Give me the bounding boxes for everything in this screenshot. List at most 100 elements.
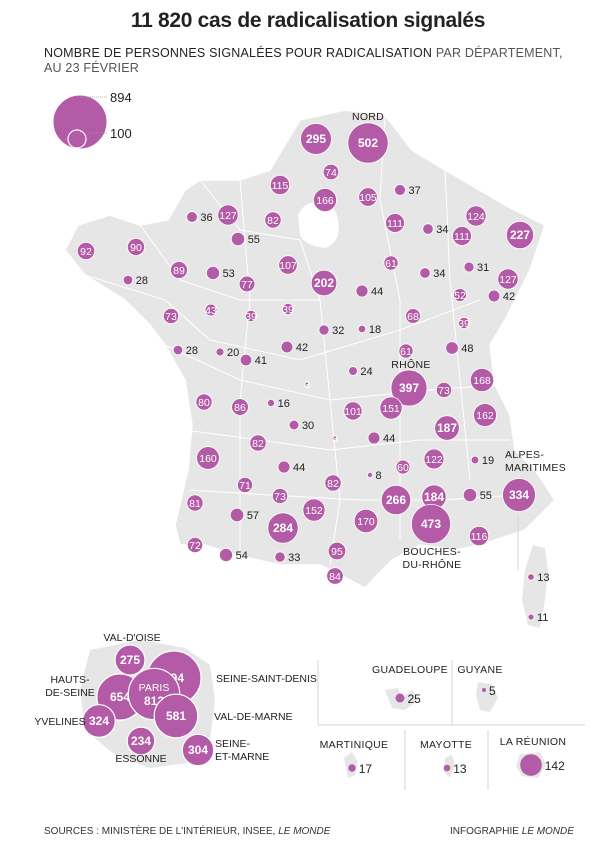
department-name-label: NORD (352, 111, 384, 123)
department-bubble (288, 419, 300, 431)
department-bubble (366, 471, 373, 478)
department-bubble (324, 474, 342, 492)
department-bubble (162, 307, 180, 325)
department-value: 168 (473, 375, 491, 387)
department-bubble (327, 541, 347, 561)
legend-min-label: 100 (110, 126, 132, 141)
overseas-bubble (520, 754, 542, 776)
department-value: 124 (467, 211, 485, 223)
department-value: 8 (376, 470, 382, 482)
credit-text: Infographie (450, 826, 519, 837)
department-bubble (332, 435, 338, 441)
department-value: 13 (537, 572, 549, 584)
department-bubble (497, 268, 519, 290)
department-bubble (280, 340, 294, 354)
department-value: 127 (219, 210, 237, 222)
department-value: 82 (252, 438, 264, 450)
department-bubble (231, 398, 249, 416)
department-value: 44 (383, 433, 395, 445)
guyane-shape (476, 682, 498, 712)
department-bubble (204, 303, 218, 317)
department-value: 111 (454, 231, 470, 243)
department-value: 34 (433, 268, 445, 280)
idf-name-label: YVELINES (34, 716, 85, 728)
overseas-value: 25 (408, 692, 422, 706)
overseas-name-label: GUADELOUPE (372, 664, 448, 676)
department-bubble (195, 393, 213, 411)
department-value: 3 (304, 379, 310, 391)
credit-italic: Le Monde (521, 826, 574, 837)
department-value: 24 (360, 366, 372, 378)
idf-name-label: ET-MARNE (215, 751, 269, 763)
overseas-value: 13 (453, 762, 467, 776)
department-bubble (172, 344, 184, 356)
overseas-bubbles: GUADELOUPE 25 GUYANE 5 MARTINIQUE 17 MAYOTTE 13… (320, 664, 566, 776)
department-bubble (410, 503, 451, 544)
department-name-label: RHÔNE (391, 358, 430, 371)
department-value: 82 (267, 215, 279, 227)
department-value: 33 (288, 552, 300, 564)
overseas-value: 17 (359, 762, 373, 776)
department-bubble (249, 434, 267, 452)
department-bubble (463, 261, 475, 273)
department-bubble (310, 269, 338, 297)
department-bubble (267, 512, 299, 544)
department-bubble (468, 525, 490, 547)
department-value: 77 (241, 279, 253, 291)
department-bubble (347, 122, 389, 164)
department-bubble (326, 567, 344, 585)
idf-value: 324 (89, 714, 109, 728)
department-bubble (127, 237, 146, 256)
overseas-bubble (348, 764, 356, 772)
department-value: 73 (165, 311, 177, 323)
department-value: 116 (471, 531, 488, 543)
idf-name-label: SEINE-SAINT-DENIS (216, 673, 317, 685)
department-value: 37 (408, 185, 420, 197)
department-name-label: DU-RHÔNE (403, 558, 462, 571)
department-bubble (186, 494, 204, 512)
idf-value: 654 (110, 690, 130, 704)
department-value: 202 (314, 276, 334, 290)
department-bubble (469, 367, 495, 393)
department-bubble (348, 366, 358, 376)
department-value: 34 (436, 224, 448, 236)
department-bubble (457, 316, 470, 329)
department-value: 89 (173, 265, 185, 277)
department-bubble (405, 308, 421, 324)
department-value: 284 (273, 521, 293, 535)
department-bubble (186, 211, 198, 223)
department-value: 111 (387, 218, 403, 230)
department-bubble (385, 213, 405, 233)
department-value: 101 (344, 406, 362, 418)
department-bubble (217, 204, 239, 226)
department-value: 152 (305, 505, 323, 517)
department-value: 16 (278, 398, 290, 410)
department-bubble (312, 187, 337, 212)
department-bubble (390, 369, 428, 407)
department-bubble (186, 536, 204, 554)
department-bubble (343, 401, 363, 421)
department-value: 160 (199, 453, 217, 465)
subtitle-part1: Nombre de personnes signalées pour radic… (44, 46, 433, 60)
department-bubble (435, 381, 453, 399)
idf-name-label: VAL-DE-MARNE (214, 711, 293, 723)
department-value: 3 (332, 433, 338, 445)
department-bubble (487, 289, 501, 303)
department-value: 95 (331, 546, 343, 558)
department-bubble (322, 163, 340, 181)
department-value: 20 (227, 347, 239, 359)
department-bubble (269, 174, 291, 196)
department-value: 61 (400, 346, 412, 358)
department-bubble (170, 261, 188, 279)
department-bubble (423, 448, 445, 470)
department-value: 73 (438, 385, 450, 397)
department-bubble (367, 431, 381, 445)
department-value: 72 (189, 540, 201, 552)
department-value: 107 (279, 260, 297, 272)
department-name-label: MARITIMES (505, 462, 566, 474)
department-bubble (278, 255, 298, 275)
department-value: 36 (200, 212, 212, 224)
department-bubble (205, 265, 220, 280)
department-value: 31 (477, 262, 489, 274)
